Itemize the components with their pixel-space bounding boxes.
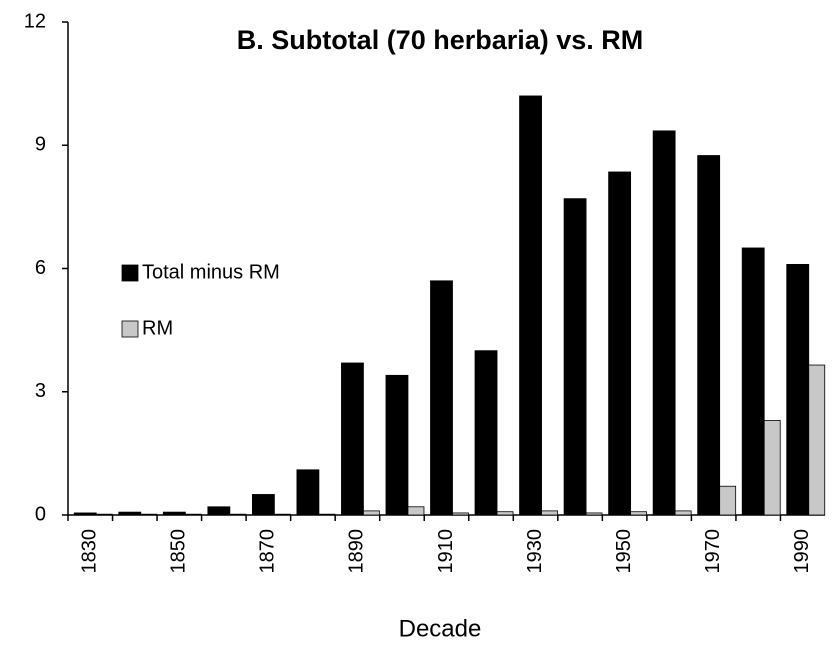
bar: [585, 512, 603, 516]
bar: [786, 263, 810, 516]
bar: [407, 506, 425, 516]
bar: [763, 420, 781, 516]
bar: [162, 511, 186, 516]
y-tick-label: 9: [35, 134, 46, 156]
bar: [207, 506, 231, 516]
bar: [296, 469, 320, 516]
legend-label: Total minus RM: [142, 261, 280, 283]
x-tick-label: 1870: [257, 529, 279, 574]
x-tick-label: 1850: [168, 529, 190, 574]
x-tick-label: 1910: [435, 529, 457, 574]
bar: [363, 510, 380, 516]
bar: [541, 510, 558, 516]
bar: [95, 513, 113, 516]
chart-title: B. Subtotal (70 herbaria) vs. RM: [237, 25, 644, 55]
bar: [474, 350, 498, 516]
bar: [273, 513, 291, 516]
bar: [630, 511, 648, 516]
x-axis-label: Decade: [399, 615, 482, 642]
bar: [608, 171, 632, 516]
bar: [73, 512, 97, 516]
bar: [341, 362, 364, 516]
bar: [140, 513, 158, 516]
bar: [229, 513, 247, 516]
x-tick-label: 1970: [702, 529, 724, 574]
y-tick-label: 3: [35, 380, 46, 402]
legend-swatch: [121, 320, 139, 338]
bar: [563, 198, 587, 516]
x-tick-label: 1830: [79, 529, 101, 574]
x-tick-label: 1990: [791, 529, 813, 574]
bar: [674, 510, 692, 516]
bar: [496, 511, 514, 516]
x-tick-label: 1890: [346, 529, 368, 574]
bar: [519, 95, 542, 516]
bar: [430, 280, 453, 516]
y-tick-label: 6: [35, 257, 46, 279]
bar: [318, 513, 336, 516]
x-tick-label: 1950: [613, 529, 635, 574]
bar: [118, 511, 142, 516]
bar: [741, 247, 765, 516]
bar: [697, 155, 721, 516]
legend-label: RM: [142, 317, 173, 339]
bar: [385, 374, 409, 516]
y-tick-label: 0: [35, 503, 46, 525]
bar: [184, 513, 202, 516]
bar: [808, 364, 826, 516]
legend-swatch: [121, 264, 139, 282]
bar: [251, 494, 275, 516]
bar: [652, 130, 676, 516]
bar: [719, 485, 737, 516]
x-tick-label: 1930: [524, 529, 546, 574]
bar: [452, 512, 469, 516]
y-tick-label: 12: [24, 10, 46, 32]
